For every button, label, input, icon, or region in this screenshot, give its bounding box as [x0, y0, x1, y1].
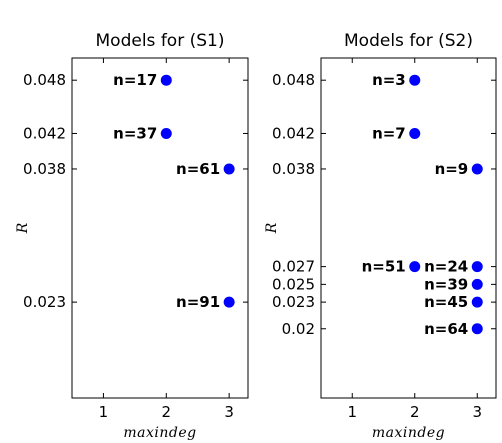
data-point: [471, 323, 483, 335]
data-label: n=37: [113, 124, 157, 142]
y-tick-label: 0.038: [23, 160, 66, 178]
plot-frame-1: [71, 57, 249, 399]
data-point: [160, 74, 172, 86]
data-label: n=17: [113, 71, 157, 89]
x-tick-label: 3: [224, 403, 234, 421]
data-label: n=9: [435, 160, 469, 178]
data-point: [409, 74, 421, 86]
data-label: n=91: [176, 293, 220, 311]
y-tick-label: 0.042: [272, 124, 315, 142]
data-label: n=45: [424, 293, 468, 311]
data-point: [471, 278, 483, 290]
plot-frame-2: [320, 57, 497, 399]
chart-title-2: Models for (S2): [344, 31, 473, 51]
data-point: [409, 127, 421, 139]
y-tick-label: 0.023: [23, 293, 66, 311]
data-point: [223, 296, 235, 308]
data-point: [471, 163, 483, 175]
data-label: n=39: [424, 275, 468, 293]
chart-title-1: Models for (S1): [96, 31, 225, 51]
y-tick-label: 0.02: [282, 320, 315, 338]
data-label: n=51: [362, 258, 406, 276]
data-point: [409, 261, 421, 273]
data-point: [223, 163, 235, 175]
y-axis-label-2: R: [264, 222, 280, 234]
x-tick-label: 3: [472, 403, 482, 421]
y-axis-label-1: R: [15, 222, 31, 234]
y-tick-label: 0.038: [272, 160, 315, 178]
y-tick-label: 0.042: [23, 124, 66, 142]
x-tick-label: 2: [410, 403, 420, 421]
data-point: [160, 127, 172, 139]
data-label: n=24: [424, 258, 468, 276]
data-label: n=7: [372, 124, 406, 142]
y-tick-label: 0.023: [272, 293, 315, 311]
x-axis-label-2: maxindeg: [372, 425, 445, 441]
data-label: n=64: [424, 320, 468, 338]
data-point: [471, 261, 483, 273]
y-tick-label: 0.048: [272, 71, 315, 89]
y-tick-label: 0.048: [23, 71, 66, 89]
data-label: n=61: [176, 160, 220, 178]
x-tick-label: 2: [162, 403, 172, 421]
y-tick-label: 0.025: [272, 275, 315, 293]
y-tick-label: 0.027: [272, 258, 315, 276]
x-tick-label: 1: [347, 403, 357, 421]
x-tick-label: 1: [99, 403, 109, 421]
x-axis-label-1: maxindeg: [123, 425, 196, 441]
data-label: n=3: [372, 71, 406, 89]
data-point: [471, 296, 483, 308]
